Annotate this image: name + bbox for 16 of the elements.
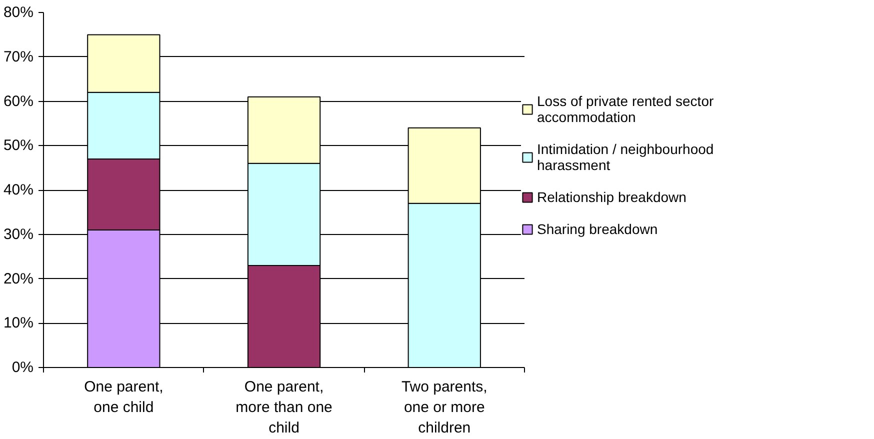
y-tick-label: 40% <box>3 182 34 198</box>
y-tick-label: 20% <box>3 270 34 288</box>
y-tick-label: 50% <box>3 137 34 154</box>
legend-label: Sharing breakdown <box>537 221 658 237</box>
y-tick-label: 30% <box>3 226 34 243</box>
legend-label: Intimidation / neighbourhood harassment <box>537 141 714 173</box>
y-tick-label: 80% <box>3 4 34 21</box>
x-tick-label: One parent, one child <box>84 378 164 416</box>
y-tick-label: 0% <box>12 359 34 376</box>
y-tick-label: 60% <box>3 92 34 110</box>
legend-label: Loss of private rented sector accommodation <box>537 93 714 125</box>
legend-label: Relationship breakdown <box>537 189 686 205</box>
x-tick-label: One parent, more than one child <box>236 378 332 436</box>
y-tick-label: 10% <box>3 314 34 332</box>
y-tick-label: 70% <box>3 48 34 66</box>
x-tick-label: Two parents, one or more children <box>401 378 488 436</box>
